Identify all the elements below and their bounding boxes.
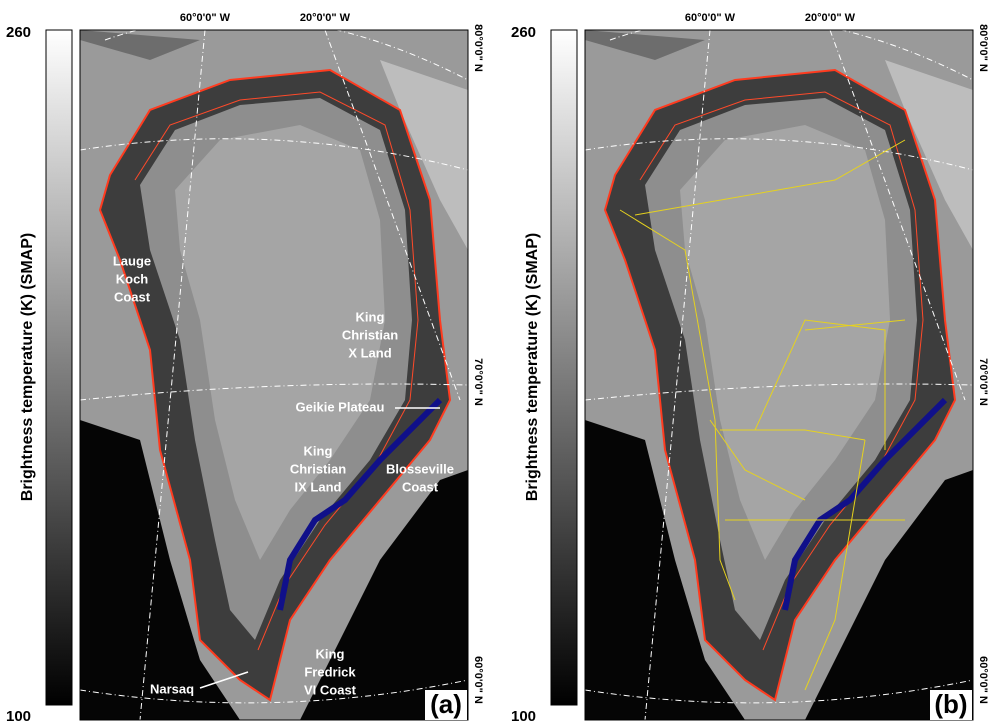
place-label: Lauge [113,253,151,268]
colorbar-min: 100 [511,708,536,725]
place-label: IX Land [295,479,342,494]
place-label: X Land [348,345,391,360]
latitude-label: 70°0'0" N [472,358,484,406]
figure: 260 100 Brightness temperature (K) (SMAP) 6… [0,0,990,726]
place-label: Geikie Plateau [296,399,385,414]
colorbar-label: Brightness temperature (K) (SMAP) [19,233,36,501]
place-label: Coast [114,289,151,304]
panel-label: (b) [934,689,967,719]
latitude-label: 60°0'0" N [472,656,484,704]
place-label: Koch [116,271,149,286]
colorbar-max: 260 [511,24,536,41]
colorbar [551,30,577,705]
place-label: VI Coast [304,682,357,697]
latitude-label: 80°0'0" N [472,24,484,72]
longitude-label: 60°0'0" W [180,12,231,24]
longitude-label: 60°0'0" W [685,12,736,24]
map [585,18,973,721]
panel-label: (a) [430,689,462,719]
place-label: Fredrick [304,664,356,679]
place-label: King [316,646,345,661]
colorbar [46,30,72,705]
longitude-label: 20°0'0" W [300,12,351,24]
colorbar-min: 100 [6,708,31,725]
place-label: Blosseville [386,461,454,476]
map [80,18,468,721]
place-label: Christian [290,461,346,476]
latitude-label: 60°0'0" N [977,656,989,704]
colorbar-label: Brightness temperature (K) (SMAP) [524,233,541,501]
panel-a: 260 100 Brightness temperature (K) (SMAP) 6… [6,12,484,725]
place-label: King [356,309,385,324]
panel-b: 260 100 Brightness temperature (K) (SMAP) 6… [511,12,989,725]
place-label: Christian [342,327,398,342]
place-label: King [304,443,333,458]
longitude-label: 20°0'0" W [805,12,856,24]
place-label: Coast [402,479,439,494]
latitude-label: 80°0'0" N [977,24,989,72]
place-label: Narsaq [150,681,194,696]
colorbar-max: 260 [6,24,31,41]
latitude-label: 70°0'0" N [977,358,989,406]
